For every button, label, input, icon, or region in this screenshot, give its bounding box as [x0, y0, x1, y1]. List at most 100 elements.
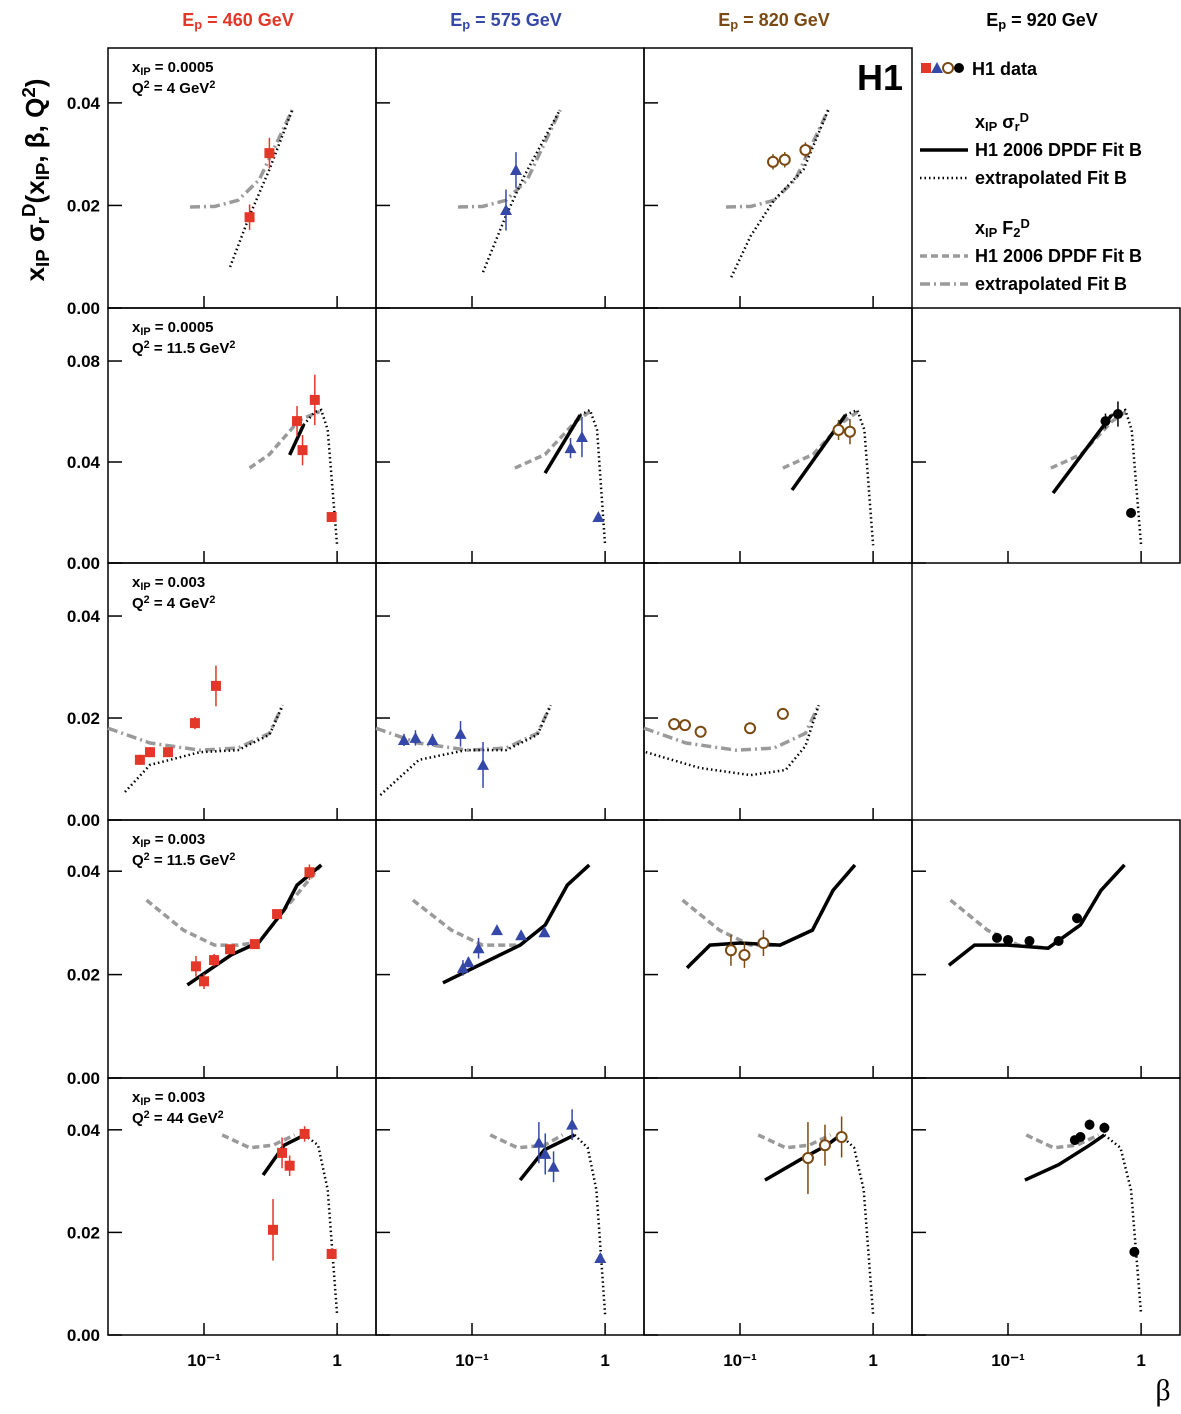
- y-tick-label: 0.08: [67, 352, 100, 371]
- marker: [843, 425, 856, 438]
- curve-sigma-extrap: [303, 1133, 339, 1315]
- marker: [835, 1130, 848, 1143]
- marker: [272, 909, 283, 920]
- curve-f2-fit: [489, 1133, 564, 1150]
- x-tick-label: 1: [332, 1351, 341, 1370]
- legend-label: H1 2006 DPDF Fit B: [975, 140, 1142, 160]
- y-axis-label-part: IP: [32, 249, 53, 267]
- panel-frame: [375, 562, 645, 821]
- panel-label: xIP = 0.003: [132, 1089, 205, 1108]
- marker: [1100, 416, 1111, 427]
- legend-label: extrapolated Fit B: [975, 274, 1127, 294]
- y-tick-label: 0.00: [67, 299, 100, 318]
- column-header-part: p: [998, 17, 1006, 32]
- marker: [592, 511, 605, 523]
- marker: [277, 1147, 288, 1158]
- marker: [801, 1152, 814, 1165]
- marker: [163, 747, 174, 758]
- panel-label: Q2 = 44 GeV2: [132, 1109, 224, 1127]
- curve-sigma-extrap: [124, 704, 284, 793]
- panel-label-part: 2: [218, 1109, 224, 1121]
- panel-frame: [375, 1077, 645, 1336]
- panel-label-part: = 4 GeV: [150, 80, 210, 97]
- curve-sigma-extrap: [730, 109, 830, 278]
- marker: [1002, 934, 1013, 945]
- legend-title-part: D: [1020, 110, 1029, 125]
- panel-frame: [911, 307, 1181, 564]
- curve-f2-fit: [782, 410, 859, 470]
- curve-f2-fit: [1025, 1133, 1100, 1150]
- marker: [397, 733, 410, 745]
- y-axis-label-part: , β, Q: [20, 98, 50, 163]
- curve-sigma-extrap: [579, 408, 607, 546]
- marker: [1024, 935, 1035, 946]
- curve-sigma-fit: [543, 414, 582, 475]
- curve-sigma-fit: [261, 1133, 306, 1176]
- legend-title-part: F: [997, 218, 1013, 238]
- panel-label-part: x: [132, 59, 141, 76]
- y-tick-label: 0.00: [67, 1326, 100, 1345]
- x-tick-label: 10⁻¹: [187, 1351, 221, 1370]
- marker: [724, 944, 737, 957]
- marker: [832, 423, 845, 436]
- curve-sigma-extrap: [573, 1134, 607, 1315]
- x-tick-label: 10⁻¹: [723, 1351, 757, 1370]
- legend-title-part: 2: [1013, 225, 1020, 240]
- legend-title-part: IP: [985, 119, 998, 134]
- curve-f2-extrap: [189, 109, 294, 209]
- marker: [462, 956, 475, 968]
- panel-label-part: IP: [140, 66, 150, 78]
- x-tick-label: 10⁻¹: [991, 1351, 1025, 1370]
- y-axis-label-part: (x: [20, 180, 50, 204]
- marker: [942, 62, 954, 74]
- curve-sigma-fit: [685, 863, 857, 970]
- curve-sigma-extrap: [1103, 1133, 1143, 1315]
- panel-label: xIP = 0.003: [132, 574, 205, 593]
- marker: [757, 937, 770, 950]
- marker: [778, 153, 791, 166]
- marker: [292, 416, 303, 427]
- marker: [190, 961, 201, 972]
- y-axis-label-part: x: [20, 266, 50, 281]
- curve-sigma-fit: [442, 863, 591, 985]
- panel-frame: [911, 1077, 1181, 1336]
- y-axis-label: xIP σrD(xIP, β, Q2): [18, 79, 52, 282]
- marker: [767, 155, 780, 168]
- panel-label-part: = 4 GeV: [150, 595, 210, 612]
- column-header-part: E: [182, 10, 194, 30]
- legend-title: xIP F2D: [975, 216, 1030, 240]
- marker: [1072, 913, 1083, 924]
- y-axis-label-part: 2: [18, 87, 39, 97]
- panel-label-part: 2: [209, 594, 215, 606]
- marker: [189, 718, 200, 729]
- x-tick-label: 10⁻¹: [455, 1351, 489, 1370]
- curve-f2-fit: [1050, 410, 1127, 470]
- marker: [209, 955, 220, 966]
- marker: [694, 725, 707, 738]
- marker: [326, 1248, 337, 1259]
- column-header: Ep = 920 GeV: [986, 10, 1098, 32]
- marker: [564, 442, 577, 454]
- marker: [668, 718, 681, 731]
- legend-title-part: x: [975, 112, 985, 132]
- legend-label: extrapolated Fit B: [975, 168, 1127, 188]
- legend-title-part: IP: [985, 225, 998, 240]
- marker: [284, 1160, 295, 1171]
- marker: [566, 1118, 579, 1130]
- marker: [454, 727, 467, 739]
- panel-frame: [375, 47, 645, 309]
- x-tick-label: 1: [600, 1351, 609, 1370]
- column-header-part: = 820 GeV: [738, 10, 830, 30]
- marker: [1053, 935, 1064, 946]
- curve-sigma-fit: [1051, 413, 1113, 495]
- panel-label-part: = 0.0005: [151, 319, 214, 336]
- curve-f2-fit: [514, 410, 591, 470]
- panel-label-part: x: [132, 574, 141, 591]
- panel-label: Q2 = 11.5 GeV2: [132, 339, 235, 357]
- curve-sigma-extrap: [228, 109, 294, 268]
- x-axis-label: β: [1155, 1374, 1170, 1407]
- marker: [509, 164, 522, 176]
- marker: [249, 939, 260, 950]
- panel-label-part: IP: [140, 581, 150, 593]
